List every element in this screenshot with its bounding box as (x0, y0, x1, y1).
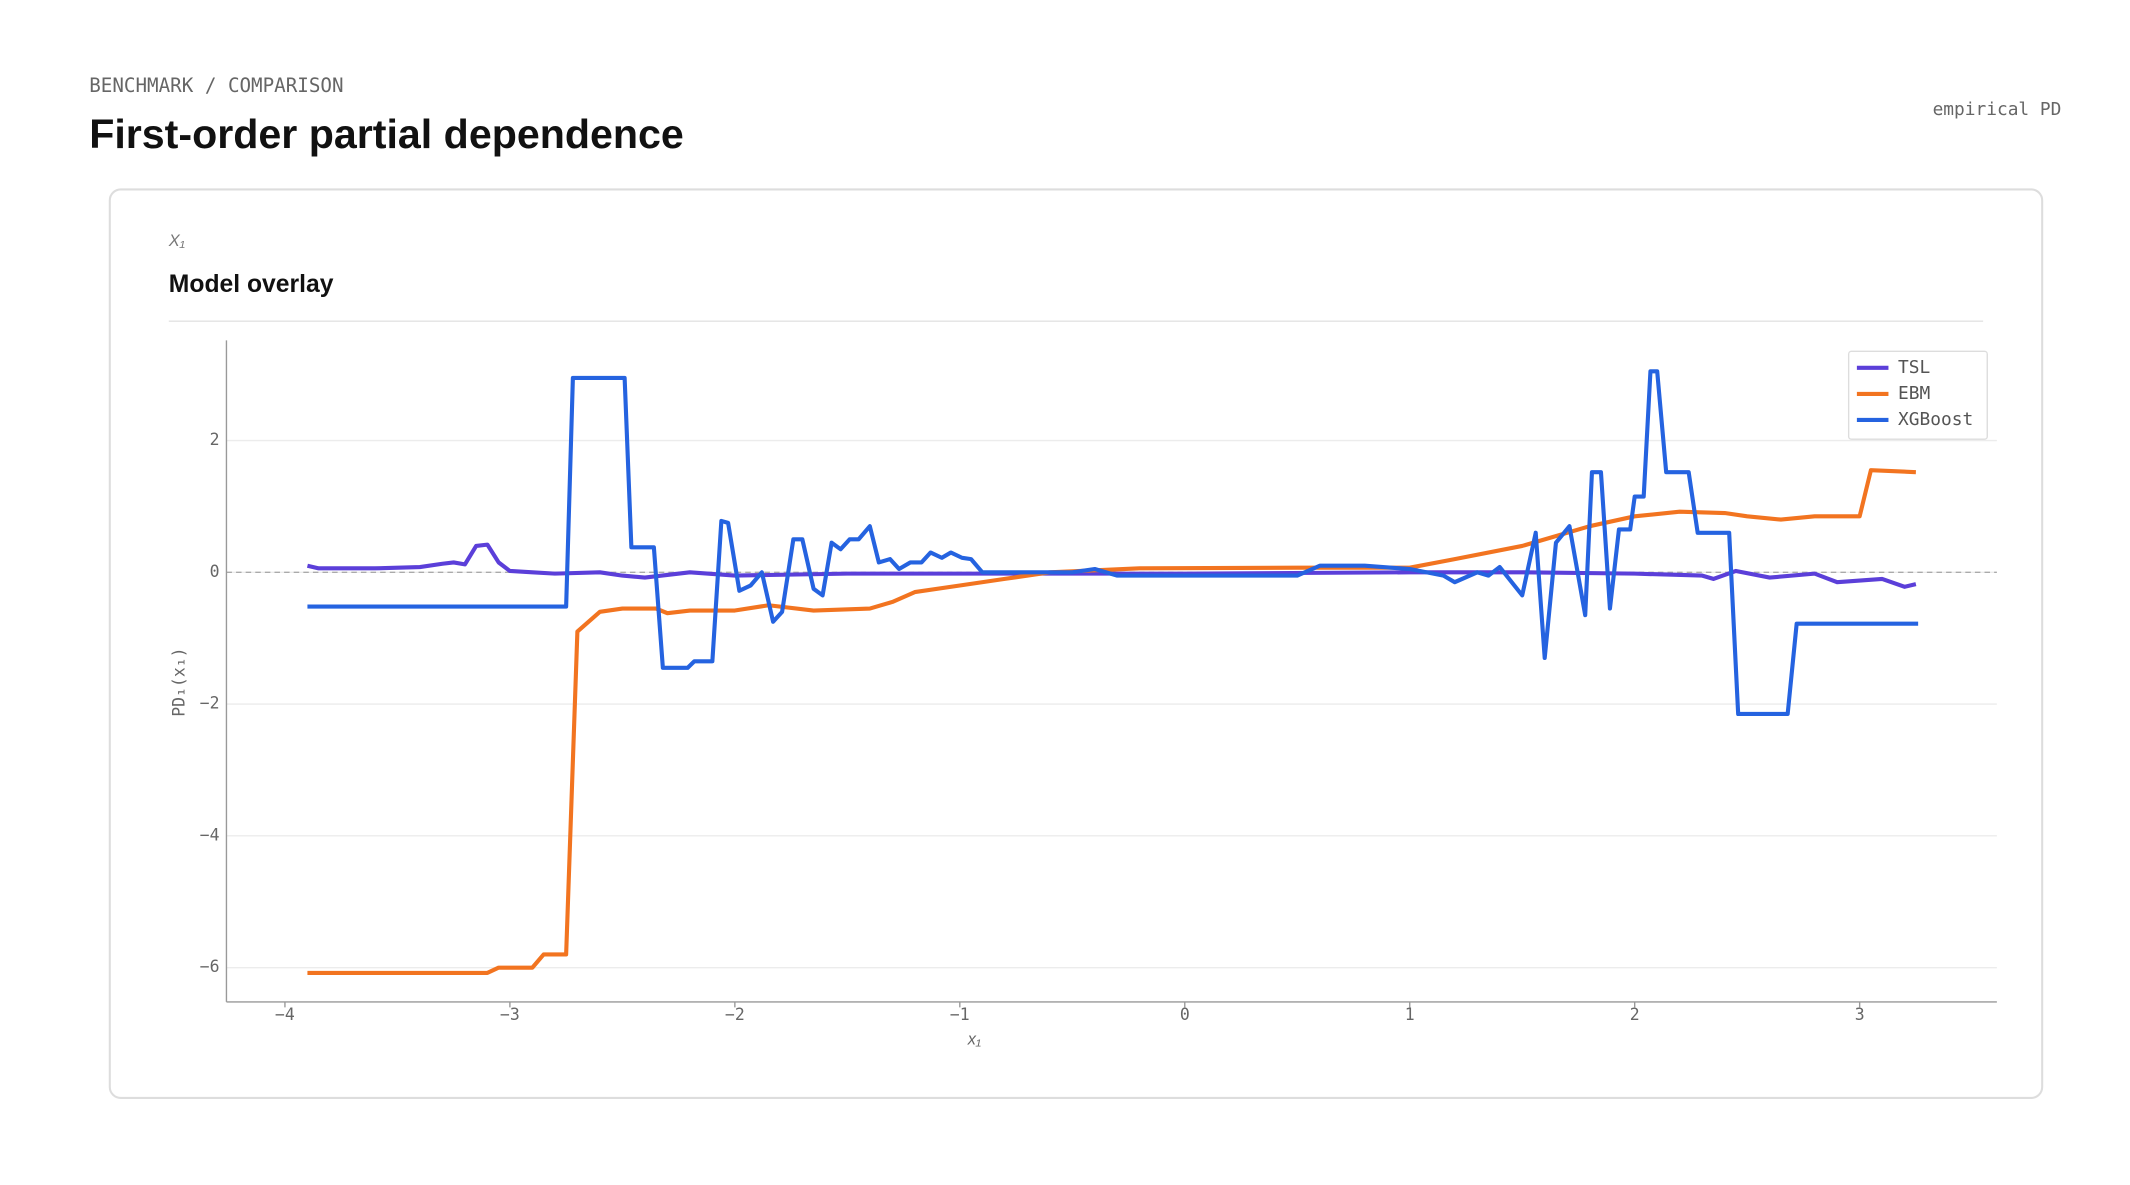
line (307, 468, 1916, 975)
y-tick-label: −2 (200, 694, 220, 713)
line (306, 542, 1917, 589)
legend-label: XGBoost (1898, 409, 1973, 430)
x-tick-label: 3 (1855, 1005, 1865, 1024)
eyebrow: BENCHMARK / COMPARISON (89, 74, 343, 97)
x-tick-label: −1 (950, 1005, 970, 1024)
badge: empirical PD (1933, 99, 2062, 120)
feature-label: X₁ (168, 232, 185, 250)
chart-title: Model overlay (169, 271, 334, 298)
legend-label: TSL (1898, 357, 1930, 378)
x-tick-label: −2 (725, 1005, 745, 1024)
x-tick-label: 0 (1180, 1005, 1190, 1024)
legend-box (1847, 350, 1988, 440)
y-tick-label: 2 (210, 430, 220, 449)
x-tick-label: −4 (275, 1005, 295, 1024)
x-tick-label: −3 (500, 1005, 520, 1024)
y-tick-label: 0 (210, 562, 220, 581)
page-title: First-order partial dependence (89, 111, 684, 157)
x-axis-label: x₁ (967, 1031, 981, 1049)
x-tick-label: 1 (1405, 1005, 1415, 1024)
y-tick-label: −4 (200, 825, 220, 844)
y-tick-label: −6 (200, 957, 220, 976)
card (108, 188, 2044, 1099)
line (307, 369, 1919, 717)
legend-label: EBM (1898, 383, 1930, 404)
plot: −6 −4 −2 0 2 −4 −3 −2 −1 0 1 2 3 x₁ PD₁(x₁) TSL EBM XGBoo… (169, 340, 1997, 1049)
y-axis-label: PD₁(x₁) (169, 647, 188, 716)
x-tick-label: 2 (1630, 1005, 1640, 1024)
